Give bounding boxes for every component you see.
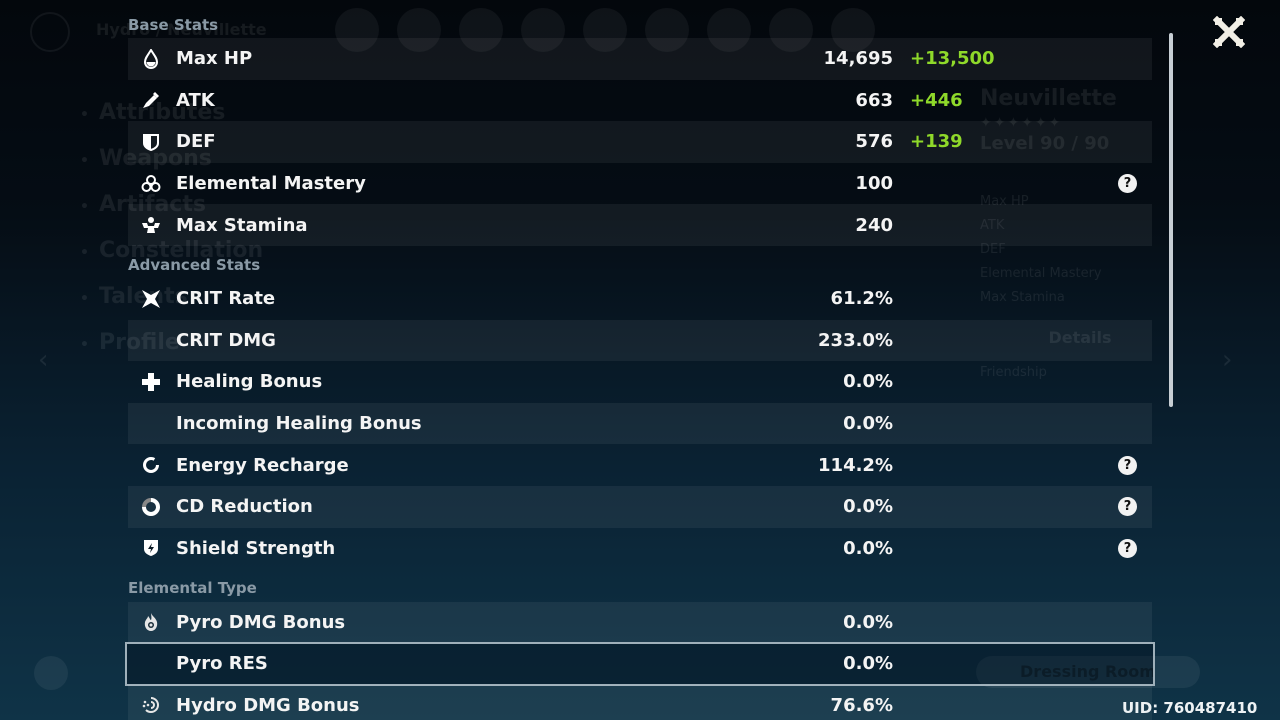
close-icon	[1212, 15, 1246, 49]
help-icon[interactable]: ?	[1118, 455, 1137, 475]
close-button[interactable]	[1212, 15, 1246, 49]
atk-sword-icon	[140, 89, 162, 111]
bg-prev-arrow-icon: ‹	[38, 345, 49, 375]
stat-row-crit-dmg[interactable]: CRIT DMG 233.0%	[128, 319, 1152, 362]
stat-row-energy-recharge[interactable]: Energy Recharge 114.2% ?	[128, 444, 1152, 486]
section-elemental-type: Elemental Type	[128, 579, 257, 597]
elemental-mastery-icon	[140, 173, 162, 195]
crit-rate-icon	[140, 288, 162, 310]
help-icon[interactable]: ?	[1118, 174, 1137, 194]
bg-side-menu: Attributes Weapons Artifacts Constellati…	[80, 90, 263, 366]
stat-row-pyro-dmg-bonus[interactable]: Pyro DMG Bonus 0.0%	[128, 601, 1152, 644]
player-uid: UID: 760487410	[1122, 699, 1258, 717]
stat-row-elemental-mastery[interactable]: Elemental Mastery 100 ?	[128, 163, 1152, 205]
stat-row-incoming-healing-bonus[interactable]: Incoming Healing Bonus 0.0%	[128, 402, 1152, 445]
bg-dressing-room-button: Dressing Room	[976, 656, 1200, 688]
def-shield-icon	[140, 131, 162, 153]
stat-row-healing-bonus[interactable]: Healing Bonus 0.0%	[128, 361, 1152, 403]
pyro-icon	[140, 611, 162, 633]
stat-row-crit-rate[interactable]: CRIT Rate 61.2%	[128, 278, 1152, 320]
bg-next-arrow-icon: ›	[1222, 345, 1233, 375]
stat-row-shield-strength[interactable]: Shield Strength 0.0% ?	[128, 528, 1152, 570]
help-icon[interactable]: ?	[1118, 538, 1137, 558]
help-icon[interactable]: ?	[1118, 497, 1137, 517]
stat-row-max-stamina[interactable]: Max Stamina 240	[128, 204, 1152, 246]
stats-scrollbar[interactable]	[1169, 33, 1173, 407]
stat-row-atk[interactable]: ATK 663 +446	[128, 80, 1152, 122]
section-base-stats: Base Stats	[128, 16, 219, 34]
stat-row-cd-reduction[interactable]: CD Reduction 0.0% ?	[128, 486, 1152, 528]
bg-menu-grid-icon	[34, 656, 68, 690]
stat-row-hydro-dmg-bonus[interactable]: Hydro DMG Bonus 76.6%	[128, 684, 1152, 720]
bg-character-panel: Neuvillette ✦✦✦✦✦✦ Level 90 / 90 Max HP …	[980, 86, 1117, 380]
element-emblem-icon	[30, 12, 70, 52]
healing-cross-icon	[140, 371, 162, 393]
energy-recharge-icon	[140, 454, 162, 476]
shield-strength-icon	[140, 537, 162, 559]
stat-row-def[interactable]: DEF 576 +139	[128, 121, 1152, 163]
bg-character-title: Hydro / Neuvillette	[96, 20, 267, 39]
bg-party-avatars	[335, 8, 875, 52]
cd-reduction-icon	[140, 496, 162, 518]
stat-row-max-hp[interactable]: Max HP 14,695 +13,500	[128, 38, 1152, 80]
stamina-icon	[140, 214, 162, 236]
hp-drop-icon	[140, 48, 162, 70]
stat-row-pyro-res[interactable]: Pyro RES 0.0%	[125, 642, 1155, 686]
hydro-icon	[140, 694, 162, 716]
section-advanced-stats: Advanced Stats	[128, 256, 261, 274]
